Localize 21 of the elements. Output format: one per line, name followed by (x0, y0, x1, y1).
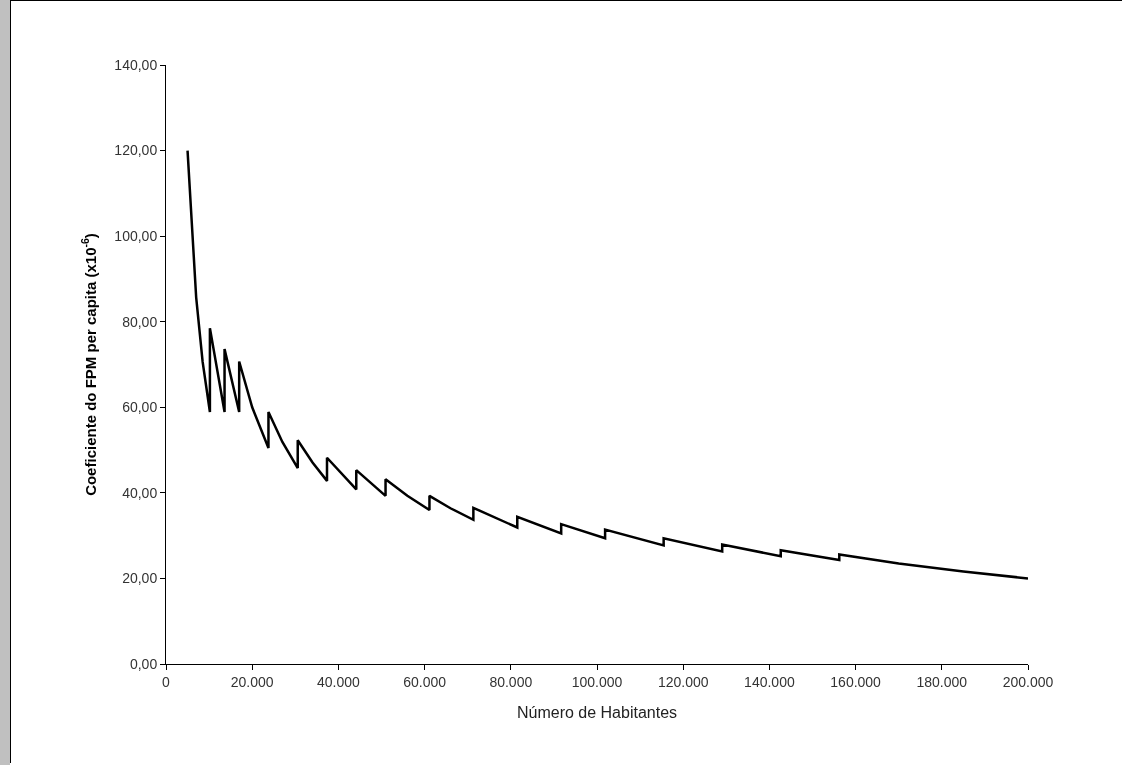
x-tick-label: 180.000 (916, 673, 968, 690)
x-tick-label: 200.000 (1002, 673, 1054, 690)
y-tick-label: 120,00 (114, 142, 158, 159)
x-tick-label: 160.000 (830, 673, 882, 690)
y-tick-label: 140,00 (114, 56, 158, 73)
y-tick-label: 80,00 (122, 313, 158, 330)
x-tick-label: 140.000 (744, 673, 795, 690)
x-tick-label: 80.000 (489, 673, 533, 690)
y-tick-label: 60,00 (122, 399, 158, 416)
y-tick-label: 100,00 (114, 228, 158, 245)
y-tick-label: 20,00 (122, 570, 158, 587)
x-tick-label: 0 (162, 673, 171, 690)
y-tick-label: 40,00 (122, 484, 158, 501)
x-tick-label: 20.000 (230, 673, 274, 690)
x-axis-title: Número de Habitantes (516, 704, 678, 722)
y-tick-label: 0,00 (129, 655, 158, 672)
x-tick-label: 40.000 (316, 673, 361, 690)
x-tick-label: 60.000 (403, 673, 447, 690)
x-tick-label: 100.000 (571, 673, 623, 690)
x-tick-label: 120.000 (657, 673, 709, 690)
line-series (186, 149, 1028, 580)
